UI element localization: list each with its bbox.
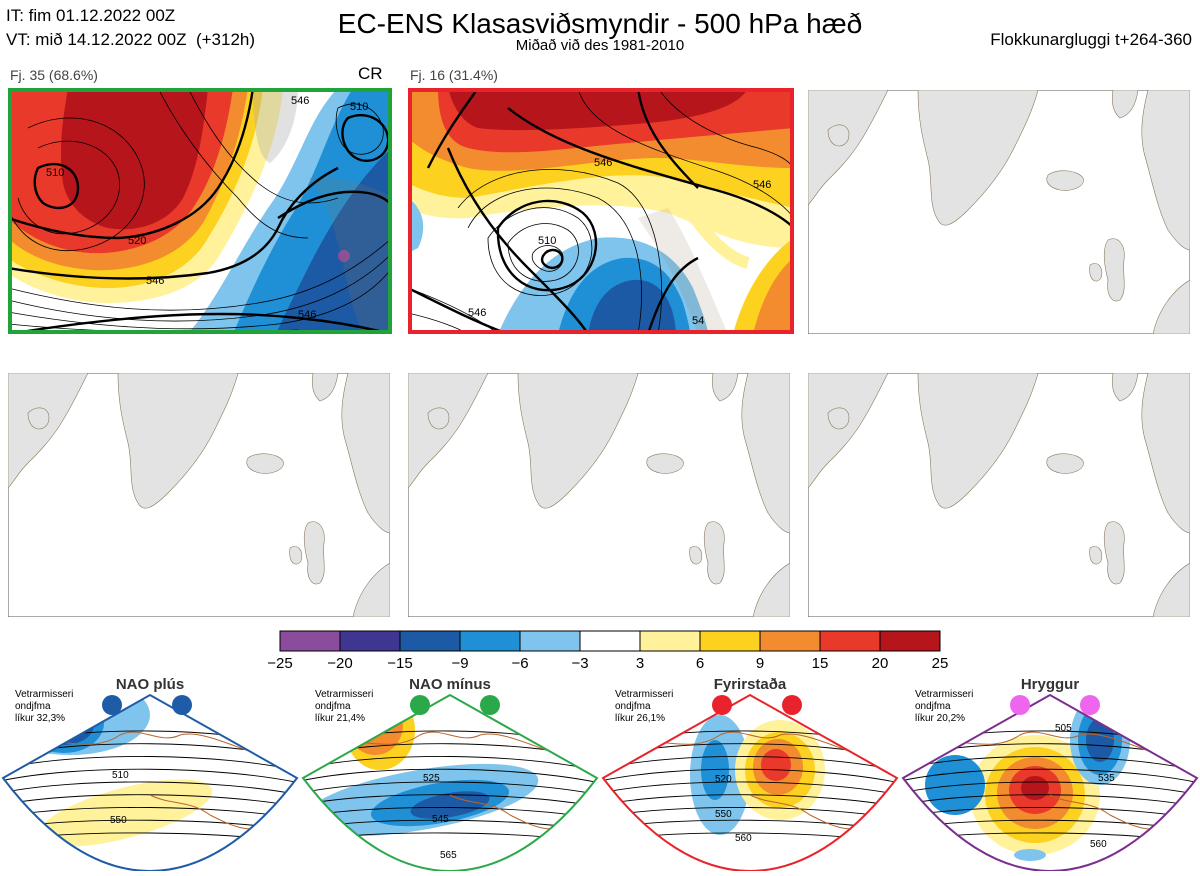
regime-name: NAO plús xyxy=(115,676,185,693)
empty-map-panel-6 xyxy=(808,373,1188,613)
panel-1-label: Fj. 35 (68.6%) xyxy=(10,67,98,83)
contour-label: 546 xyxy=(146,275,164,287)
regime-contour-label: 505 xyxy=(1055,723,1072,734)
valid-time: VT: mið 14.12.2022 00Z (+312h) xyxy=(6,30,256,49)
regime-contour-label: 525 xyxy=(423,773,440,784)
regime-probability-text: Vetrarmisseri ondjfma líkur 21,4% xyxy=(315,689,374,724)
regime-contour-label: 545 xyxy=(432,814,449,825)
colorbar-segment xyxy=(819,630,881,652)
colorbar-tick-label: 6 xyxy=(695,655,705,672)
colorbar-segment xyxy=(339,630,401,652)
regime-name: Fyrirstaða xyxy=(713,676,787,693)
empty-map-panel-4 xyxy=(8,373,388,613)
contour-label: 510 xyxy=(350,101,368,113)
regime-marker xyxy=(172,695,192,715)
regime-marker xyxy=(782,695,802,715)
colorbar-segment xyxy=(879,630,941,652)
contour-label: 546 xyxy=(753,179,771,191)
regime-probability-text: Vetrarmisseri ondjfma líkur 26,1% xyxy=(615,689,674,724)
regime-panel: 525 545 565 xyxy=(300,675,600,873)
colorbar-tick-label: −15 xyxy=(387,655,413,672)
regime-contour-label: 560 xyxy=(1090,839,1107,850)
regime-name: Hryggur xyxy=(1020,676,1080,693)
page-title: EC-ENS Klasasviðsmyndir - 500 hPa hæð xyxy=(337,8,863,39)
regime-contour-label: 535 xyxy=(1098,773,1115,784)
regime-contour-label: 550 xyxy=(110,815,127,826)
regime-probability-text: Vetrarmisseri ondjfma líkur 32,3% xyxy=(15,689,74,724)
panel-2-frame xyxy=(408,88,794,334)
contour-label: 546 xyxy=(594,157,612,169)
colorbar-segment xyxy=(639,630,701,652)
regime-marker xyxy=(1010,695,1030,715)
regime-panel: 505 535 560 xyxy=(900,675,1200,873)
colorbar-tick-label: 20 xyxy=(871,655,889,672)
colorbar-tick-label: 9 xyxy=(755,655,765,672)
colorbar-tick-label: −25 xyxy=(267,655,293,672)
classification-window: Flokkunargluggi t+264-360 xyxy=(990,30,1192,49)
colorbar-tick-label: −6 xyxy=(511,655,529,672)
colorbar-tick-label: 25 xyxy=(931,655,949,672)
cluster-panel-2: 510 546 546 546 54 xyxy=(408,88,794,334)
contour-label: 510 xyxy=(538,235,556,247)
regime-name: NAO mínus xyxy=(409,676,491,693)
contour-label: 520 xyxy=(128,235,146,247)
regime-contour-label: 565 xyxy=(440,850,457,861)
regime-marker xyxy=(1080,695,1100,715)
regime-contour-label: 520 xyxy=(715,774,732,785)
regime-panel: 510 550 xyxy=(0,675,300,873)
colorbar-tick-label: 3 xyxy=(635,655,645,672)
regime-contour-label: 560 xyxy=(735,833,752,844)
colorbar-segment xyxy=(459,630,521,652)
colorbar xyxy=(279,630,941,652)
regime-marker xyxy=(480,695,500,715)
contour-label: 546 xyxy=(468,307,486,319)
page-subtitle: Miðað við des 1981-2010 xyxy=(515,37,685,54)
regime-marker xyxy=(712,695,732,715)
colorbar-segment xyxy=(579,630,641,652)
panel-1-frame xyxy=(8,88,392,334)
colorbar-tick-label: −20 xyxy=(327,655,353,672)
init-time: IT: fim 01.12.2022 00Z xyxy=(6,6,176,25)
colorbar-segment xyxy=(399,630,461,652)
contour-label: 546 xyxy=(298,309,316,321)
empty-map-panel-5 xyxy=(408,373,788,613)
colorbar-tick-label: −3 xyxy=(571,655,589,672)
colorbar-segment xyxy=(759,630,821,652)
regime-probability-text: Vetrarmisseri ondjfma líkur 20,2% xyxy=(915,689,974,724)
panel-2-label: Fj. 16 (31.4%) xyxy=(410,67,498,83)
contour-label: 546 xyxy=(291,95,309,107)
regime-marker xyxy=(410,695,430,715)
regime-contour-label: 510 xyxy=(112,770,129,781)
colorbar-segment xyxy=(279,630,341,652)
empty-map-panel-3 xyxy=(808,90,1188,330)
regime-marker xyxy=(102,695,122,715)
colorbar-tick-label: −9 xyxy=(451,655,469,672)
colorbar-segment xyxy=(519,630,581,652)
regime-contour-label: 550 xyxy=(715,809,732,820)
colorbar-segment xyxy=(699,630,761,652)
cluster-panel-1: 510 510 520 546 546 546 xyxy=(8,88,392,334)
panel-1-tag: CR xyxy=(358,64,383,83)
contour-label: 510 xyxy=(46,167,64,179)
colorbar-tick-label: 15 xyxy=(811,655,829,672)
contour-label: 54 xyxy=(692,315,704,327)
